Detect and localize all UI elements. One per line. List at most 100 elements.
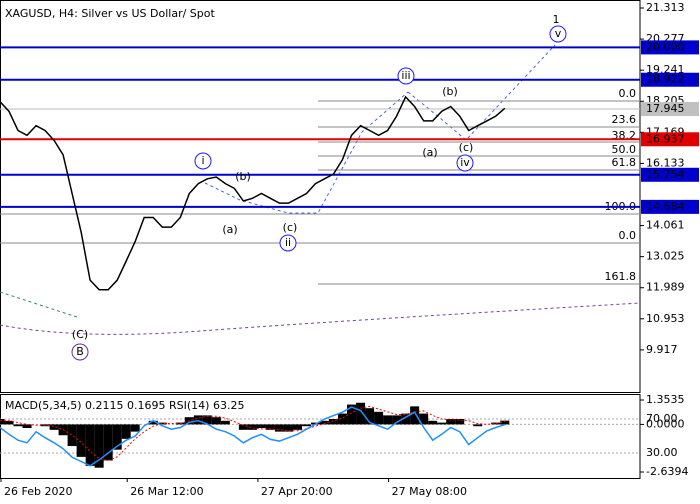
macd-bar <box>437 422 447 425</box>
level-label: 15.754 <box>646 168 685 181</box>
trend-line <box>407 44 556 141</box>
y-tick-label: 16.133 <box>646 156 685 169</box>
x-tick-label: 26 Feb 2020 <box>4 485 72 498</box>
macd-bar <box>256 424 266 429</box>
y-tick-label: 1.3535 <box>646 393 685 406</box>
y-tick-label: 9.917 <box>646 343 678 356</box>
wave-label: (a) <box>422 146 437 159</box>
wave-circle <box>397 67 415 85</box>
level-tag <box>641 132 699 147</box>
y-tick-label: -2.6394 <box>646 465 688 478</box>
wave-label: iv <box>460 156 470 169</box>
trend-line <box>0 302 641 335</box>
y-tick-label: 21.313 <box>646 1 685 14</box>
macd-bar <box>500 420 510 425</box>
macd-bar <box>446 419 456 425</box>
macd-bar <box>455 419 465 425</box>
wave-circle <box>549 25 567 43</box>
level-tag <box>641 72 699 87</box>
macd-bar <box>347 404 357 425</box>
macd-bar <box>320 420 330 425</box>
wave-label: (C) <box>72 328 88 341</box>
macd-bar <box>274 424 284 432</box>
wave-label: v <box>555 27 562 40</box>
chart-title: XAGUSD, H4: Silver vs US Dollar/ Spot <box>5 7 215 20</box>
macd-bar <box>301 424 311 427</box>
macd-bar <box>103 424 113 461</box>
macd-bar <box>365 408 375 425</box>
macd-bar <box>211 417 221 425</box>
x-tick-label: 27 May 08:00 <box>392 485 467 498</box>
macd-bar <box>428 420 438 425</box>
macd-bar <box>374 411 384 425</box>
wave-label: (c) <box>283 221 298 234</box>
macd-bar <box>419 413 429 425</box>
y-tick-label: 11.989 <box>646 281 685 294</box>
macd-bar <box>473 424 483 427</box>
macd-bar <box>76 424 86 457</box>
wave-label: i <box>201 154 204 167</box>
macd-bar <box>193 415 203 425</box>
main-pane <box>0 0 641 393</box>
level-tag <box>641 199 699 214</box>
macd-bar <box>356 402 366 425</box>
fib-label: 61.8 <box>612 156 637 169</box>
macd-bar <box>220 420 230 425</box>
price-line <box>0 406 506 467</box>
macd-bar <box>283 424 293 432</box>
macd-bar <box>85 424 95 466</box>
wave-label: iii <box>401 69 410 82</box>
macd-bar <box>22 424 32 429</box>
price-line <box>0 95 506 291</box>
level-label: 20.000 <box>646 40 685 53</box>
indicator-title: MACD(5,34,5) 0.2115 0.1695 RSI(14) 63.25 <box>5 399 244 412</box>
wave-label: 1 <box>553 13 560 26</box>
macd-bar <box>401 413 411 425</box>
macd-bar <box>13 424 23 427</box>
fib-label: 50.0 <box>612 143 637 156</box>
macd-bar <box>329 419 339 425</box>
last-price-tag <box>641 102 699 117</box>
macd-bar <box>112 424 122 450</box>
level-tag <box>641 40 699 55</box>
macd-bar <box>67 424 77 447</box>
y-tick-label: 10.953 <box>646 312 685 325</box>
last-price-label: 17.945 <box>646 102 685 115</box>
macd-bar <box>410 406 420 425</box>
macd-bar <box>202 415 212 425</box>
macd-bar <box>392 415 402 425</box>
macd-bar <box>292 424 302 430</box>
macd-bar <box>4 420 14 425</box>
macd-bar <box>49 424 59 430</box>
fib-label: 161.8 <box>605 270 637 283</box>
macd-bar <box>338 413 348 425</box>
level-label: 14.684 <box>646 200 685 213</box>
y-tick-label: 14.061 <box>646 219 685 232</box>
trend-line <box>0 291 81 319</box>
trend-line <box>204 91 409 214</box>
wave-label: (b) <box>235 170 251 183</box>
x-tick-label: 26 Mar 12:00 <box>130 485 203 498</box>
macd-bar <box>238 424 248 430</box>
wave-projections <box>0 44 641 335</box>
y2-tick-label: 70.00 <box>646 412 678 425</box>
wave-label: B <box>76 345 84 358</box>
fib-label: 23.6 <box>612 113 637 126</box>
wave-label: ii <box>285 236 291 249</box>
y2-tick-label: 30.00 <box>646 446 678 459</box>
macd-bar <box>0 419 5 425</box>
wave-circle <box>279 234 297 252</box>
wave-label: (b) <box>442 85 458 98</box>
macd-bar <box>94 424 104 468</box>
wave-circle <box>194 152 212 170</box>
level-label: 18.922 <box>646 73 685 86</box>
level-tag <box>641 167 699 182</box>
wave-circle <box>71 343 89 361</box>
y-tick-label: 13.025 <box>646 250 685 263</box>
x-tick-label: 27 Apr 20:00 <box>261 485 333 498</box>
macd-bar <box>157 422 167 425</box>
wave-label: (c) <box>459 141 474 154</box>
level-label: 16.937 <box>646 132 685 145</box>
